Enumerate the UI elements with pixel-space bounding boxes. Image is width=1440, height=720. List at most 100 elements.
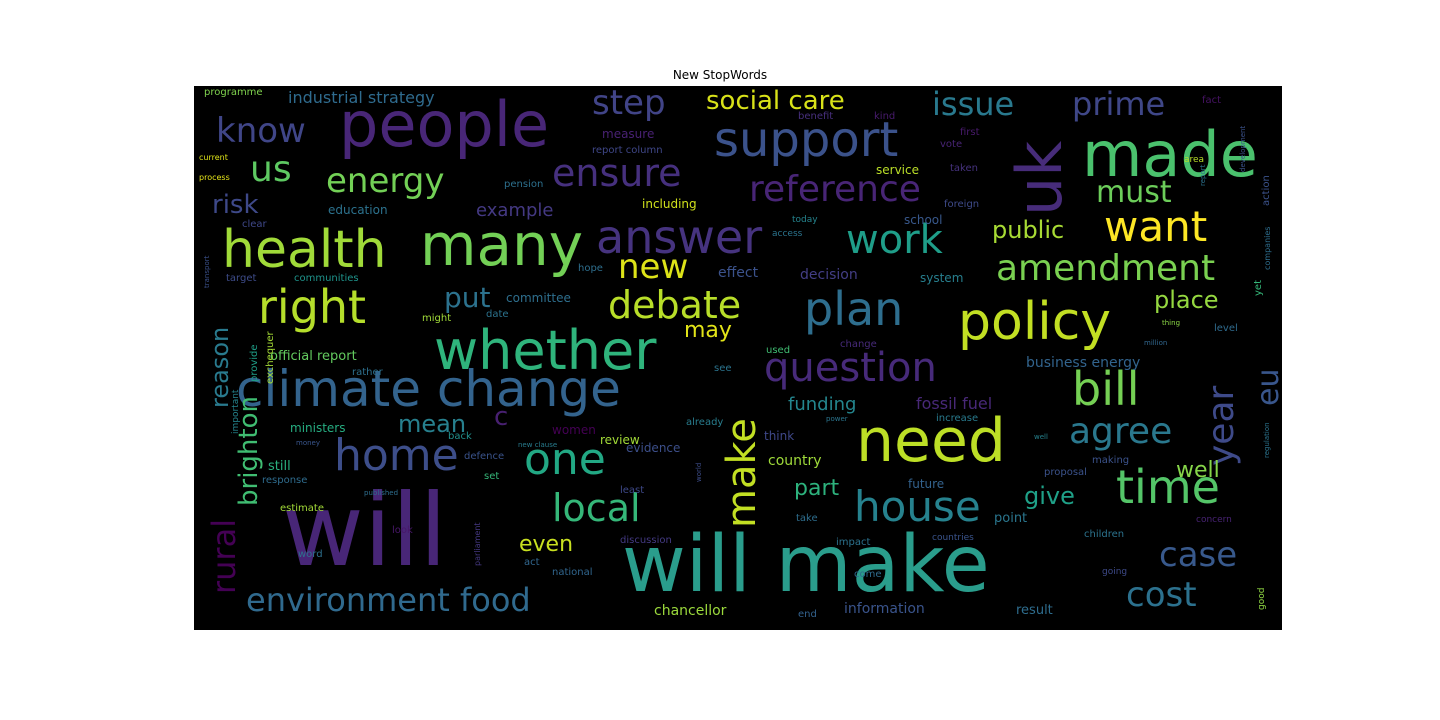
word-40: us	[250, 149, 292, 190]
word-43: eu	[1251, 368, 1282, 406]
word-10: climate change	[236, 360, 621, 418]
word-84: measure	[602, 127, 655, 141]
word-94: action	[1261, 175, 1272, 206]
word-11: support	[714, 112, 899, 168]
word-103: exchequer	[265, 331, 276, 384]
word-110: new clause	[518, 441, 558, 449]
word-30: agree	[1069, 411, 1173, 452]
word-5: need	[856, 406, 1006, 476]
word-62: business energy	[1026, 355, 1141, 371]
word-6: health	[222, 220, 387, 280]
word-128: already	[686, 417, 724, 428]
word-93: area	[1184, 155, 1205, 165]
word-55: even	[519, 532, 574, 557]
word-124: foreign	[944, 199, 980, 210]
word-141: proposal	[1044, 467, 1087, 478]
word-51: well	[1176, 458, 1220, 483]
word-cloud: will will make people made uk need health many w…	[194, 86, 1282, 630]
word-24: reference	[749, 169, 921, 210]
word-28: make	[719, 418, 765, 528]
word-145: good	[1257, 587, 1267, 610]
word-27: amendment	[996, 248, 1216, 289]
word-150: thing	[1162, 319, 1181, 327]
word-66: information	[844, 601, 925, 617]
word-42: must	[1096, 175, 1172, 210]
word-25: debate	[608, 283, 742, 327]
word-68: evidence	[626, 441, 681, 455]
word-143: regulation	[1263, 422, 1271, 458]
word-151: million	[1144, 339, 1168, 347]
word-153: well	[1034, 433, 1048, 441]
word-148: yet	[1253, 280, 1264, 296]
word-22: want	[1104, 202, 1208, 251]
word-0: will	[282, 472, 448, 589]
word-122: access	[772, 229, 803, 239]
word-56: may	[684, 318, 732, 343]
word-61: fossil fuel	[916, 394, 993, 413]
word-113: estimate	[280, 503, 325, 514]
word-52: part	[794, 476, 840, 501]
word-54: risk	[212, 190, 259, 220]
word-134: impact	[836, 537, 871, 548]
word-132: least	[620, 485, 645, 496]
word-82: service	[876, 163, 919, 177]
word-38: prime	[1072, 86, 1166, 123]
word-142: making	[1092, 455, 1130, 466]
word-97: process	[199, 173, 230, 182]
word-105: might	[422, 313, 452, 324]
word-130: increase	[936, 413, 979, 424]
word-104: important	[231, 389, 241, 434]
word-119: set	[484, 471, 500, 482]
word-117: act	[524, 557, 540, 568]
word-77: future	[908, 477, 945, 491]
word-83: school	[904, 213, 943, 227]
word-114: word	[298, 549, 323, 560]
word-120: date	[486, 309, 509, 320]
word-90: benefit	[798, 111, 834, 122]
word-115: look	[392, 525, 413, 536]
word-102: provide	[249, 344, 260, 382]
word-21: work	[846, 217, 943, 263]
word-74: ministers	[290, 421, 346, 435]
word-123: today	[792, 215, 818, 225]
word-32: cost	[1126, 575, 1197, 615]
word-9: policy	[958, 292, 1112, 352]
word-88: vote	[940, 139, 963, 150]
word-34: energy	[326, 161, 445, 201]
word-26: local	[552, 486, 641, 530]
word-64: decision	[800, 267, 858, 283]
word-14: plan	[804, 282, 904, 336]
word-13: right	[258, 280, 367, 334]
word-50: place	[1154, 286, 1219, 314]
word-44: put	[444, 281, 491, 314]
word-144: going	[1102, 567, 1128, 577]
word-48: mean	[398, 410, 467, 438]
word-63: country	[768, 453, 822, 469]
word-1: will make	[622, 520, 990, 610]
word-98: clear	[242, 219, 267, 230]
word-118: national	[552, 567, 593, 578]
word-138: countries	[932, 533, 974, 543]
word-89: taken	[950, 163, 978, 174]
word-19: house	[854, 482, 981, 531]
word-69: system	[920, 271, 964, 285]
word-121: hope	[578, 263, 603, 274]
word-96: current	[199, 153, 228, 162]
word-72: committee	[506, 291, 571, 305]
word-95: programme	[204, 87, 263, 98]
word-4: uk	[1003, 140, 1076, 216]
word-152: report	[1199, 164, 1207, 186]
word-36: step	[592, 86, 666, 123]
word-91: kind	[874, 111, 896, 122]
word-81: including	[642, 197, 697, 211]
word-75: still	[268, 459, 291, 474]
word-76: review	[600, 433, 640, 447]
word-18: time	[1116, 460, 1220, 514]
word-58: funding	[788, 394, 857, 415]
word-60: example	[476, 200, 554, 221]
word-107: money	[296, 439, 320, 447]
word-137: end	[798, 609, 817, 620]
chart-title: New StopWords	[672, 68, 768, 82]
word-86: report column	[592, 145, 663, 156]
word-140: concern	[1196, 515, 1232, 525]
